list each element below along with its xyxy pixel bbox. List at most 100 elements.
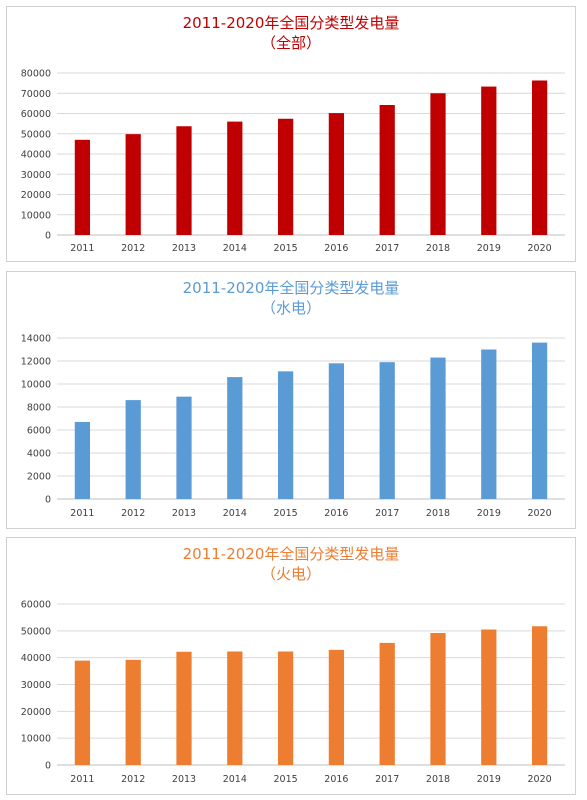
chart-subtitle: （水电）: [260, 299, 321, 317]
bar-2015: [277, 371, 294, 499]
y-tick-label: 60000: [21, 109, 51, 120]
x-tick-label: 2017: [375, 508, 399, 519]
x-tick-label: 2017: [375, 774, 399, 785]
y-tick-label: 2000: [27, 472, 51, 483]
chart-subtitle: （全部）: [260, 34, 321, 52]
bar-2014: [227, 651, 243, 765]
x-tick-label: 2019: [477, 774, 501, 785]
bar-2019: [481, 349, 497, 499]
y-tick-label: 20000: [21, 190, 51, 201]
x-tick-label: 2016: [324, 508, 348, 519]
y-tick-label: 0: [45, 495, 51, 506]
x-tick-label: 2011: [70, 243, 94, 254]
bar-2012: [125, 659, 141, 765]
x-tick-label: 2019: [477, 243, 501, 254]
bar-2011: [74, 660, 91, 765]
y-tick-label: 14000: [21, 334, 51, 345]
y-tick-label: 40000: [21, 653, 51, 664]
x-tick-label: 2012: [121, 774, 145, 785]
x-tick-label: 2018: [426, 508, 450, 519]
x-tick-label: 2016: [324, 774, 348, 785]
bar-2016: [328, 363, 345, 499]
x-axis-ticks: 2011 2012 2013 2014 2015 2016 2017 2018 2019 2020: [70, 774, 551, 785]
y-tick-label: 6000: [27, 426, 51, 437]
bar-2018: [430, 632, 446, 765]
x-tick-label: 2013: [172, 243, 196, 254]
bar-2019: [481, 86, 497, 235]
bar-2018: [430, 93, 446, 235]
x-tick-label: 2012: [121, 508, 145, 519]
bar-chart-total: 0 10000 20000 30000 40000 50000 60000 70000 8000…: [21, 69, 565, 254]
x-tick-label: 2013: [172, 508, 196, 519]
chart-title: 2011-2020年全国分类型发电量: [182, 279, 400, 297]
bar-2020: [531, 342, 548, 499]
bar-2014: [227, 377, 243, 499]
gridlines: [57, 72, 565, 236]
x-tick-label: 2019: [477, 508, 501, 519]
bar-2015: [277, 651, 294, 765]
x-tick-label: 2015: [274, 508, 298, 519]
x-tick-label: 2014: [223, 508, 247, 519]
bar-2013: [176, 126, 192, 235]
y-tick-label: 30000: [21, 170, 51, 181]
y-tick-label: 10000: [21, 210, 51, 221]
y-tick-label: 10000: [21, 734, 51, 745]
x-tick-label: 2011: [70, 508, 94, 519]
bars: [74, 342, 548, 499]
gridlines: [57, 337, 565, 500]
chart-panel-hydro: 2011-2020年全国分类型发电量 （水电） 0 2000 4000 6000 800…: [6, 271, 576, 529]
bars: [74, 626, 548, 765]
y-tick-label: 20000: [21, 707, 51, 718]
bar-2012: [125, 400, 141, 499]
gridlines: [57, 603, 565, 766]
bar-2017: [379, 362, 395, 499]
bar-2016: [328, 649, 345, 765]
chart-panel-thermal: 2011-2020年全国分类型发电量 （火电） 0 10000 20000 30000…: [6, 537, 576, 795]
bar-2017: [379, 642, 395, 765]
x-tick-label: 2020: [528, 508, 552, 519]
bar-2015: [277, 118, 294, 235]
bar-2011: [74, 139, 91, 235]
chart-title: 2011-2020年全国分类型发电量: [182, 545, 400, 563]
y-axis-ticks: 0 10000 20000 30000 40000 50000 60000: [21, 600, 51, 772]
bar-2016: [328, 113, 345, 235]
bar-2020: [531, 626, 548, 765]
y-tick-label: 30000: [21, 680, 51, 691]
y-axis-ticks: 0 10000 20000 30000 40000 50000 60000 70000 8000…: [21, 69, 51, 242]
x-tick-label: 2012: [121, 243, 145, 254]
y-tick-label: 12000: [21, 357, 51, 368]
bar-2014: [227, 121, 243, 235]
bar-2017: [379, 104, 395, 236]
x-tick-label: 2020: [528, 243, 552, 254]
y-axis-ticks: 0 2000 4000 6000 8000 10000 12000 14000: [21, 334, 51, 506]
bar-2020: [531, 80, 548, 236]
bar-2011: [74, 421, 91, 499]
x-tick-label: 2015: [274, 774, 298, 785]
y-tick-label: 80000: [21, 69, 51, 80]
chart-panel-total: 2011-2020年全国分类型发电量 （全部） 0 10000 20000 30000…: [6, 6, 576, 262]
y-tick-label: 70000: [21, 89, 51, 100]
bar-2013: [176, 396, 192, 499]
y-tick-label: 50000: [21, 626, 51, 637]
bar-chart-hydro: 0 2000 4000 6000 8000 10000 12000 14000 2011 2012…: [21, 334, 565, 519]
bars: [74, 80, 548, 236]
bar-2018: [430, 357, 446, 499]
x-tick-label: 2011: [70, 774, 94, 785]
y-tick-label: 0: [45, 761, 51, 772]
chart-title: 2011-2020年全国分类型发电量: [182, 14, 400, 32]
x-tick-label: 2018: [426, 243, 450, 254]
x-axis-ticks: 2011 2012 2013 2014 2015 2016 2017 2018 2019 2020: [70, 243, 551, 254]
x-tick-label: 2013: [172, 774, 196, 785]
x-tick-label: 2020: [528, 774, 552, 785]
x-tick-label: 2017: [375, 243, 399, 254]
x-axis-ticks: 2011 2012 2013 2014 2015 2016 2017 2018 2019 2020: [70, 508, 551, 519]
x-tick-label: 2014: [223, 774, 247, 785]
y-tick-label: 4000: [27, 449, 51, 460]
bar-2013: [176, 651, 192, 765]
chart-subtitle: （火电）: [260, 565, 321, 583]
x-tick-label: 2018: [426, 774, 450, 785]
y-tick-label: 8000: [27, 403, 51, 414]
bar-2019: [481, 629, 497, 765]
x-tick-label: 2016: [324, 243, 348, 254]
